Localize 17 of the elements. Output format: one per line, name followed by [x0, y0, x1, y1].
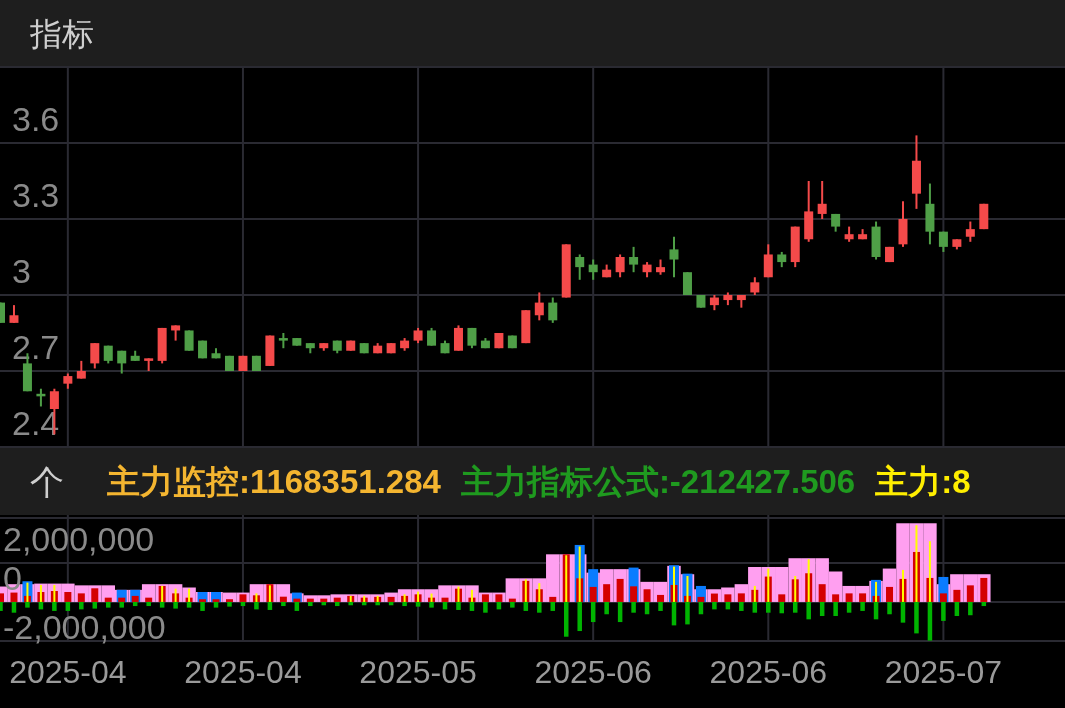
x-tick-label: 2025-04 [184, 654, 302, 690]
y-tick-label: 3.3 [12, 176, 60, 214]
y-tick-label: 3 [12, 252, 31, 290]
text: 个 [30, 462, 64, 501]
y-tick-label: 3.6 [12, 100, 60, 138]
x-tick-label: 2025-07 [884, 654, 1003, 690]
chart-title: 指标 [29, 15, 94, 52]
text: 主力监控:1168351.284 [106, 463, 442, 500]
x-tick-label: 2025-06 [709, 654, 828, 690]
x-tick-label: 2025-06 [534, 654, 652, 690]
text: 主力:8 [874, 463, 971, 500]
text: 主力指标公式:-212427.506 [459, 463, 856, 500]
y-tick-label: -2,000,000 [3, 608, 166, 646]
x-tick-label: 2025-05 [359, 654, 477, 690]
x-tick-label: 2025-04 [9, 654, 127, 690]
y-tick-label: 2.7 [12, 328, 60, 366]
y-tick-label: 2,000,000 [3, 519, 155, 558]
